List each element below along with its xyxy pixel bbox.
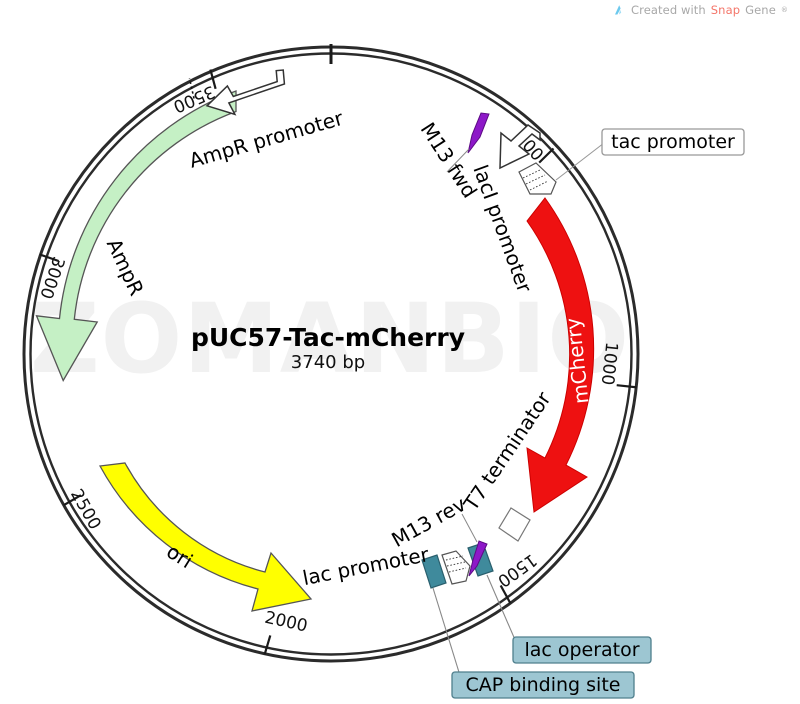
snapgene-credit: Created with Snap Gene ® bbox=[612, 3, 788, 17]
ruler-tick-label-2500: 2500 bbox=[66, 486, 105, 534]
feature-lac-operator-label: lac operator bbox=[524, 639, 639, 661]
feature-m13-fwd[interactable]: M13 fwd bbox=[416, 112, 490, 202]
feature-lac-operator[interactable]: lac operator bbox=[467, 542, 652, 664]
credit-brand-gene: Gene bbox=[745, 3, 776, 17]
feature-m13-fwd-label: M13 fwd bbox=[416, 118, 482, 202]
feature-tac-promoter-label: tac promoter bbox=[611, 131, 735, 153]
plasmid-size: 3740 bp bbox=[291, 352, 365, 373]
plasmid-center-label: pUC57-Tac-mCherry 3740 bp bbox=[191, 323, 465, 373]
ruler-tick-1000: 1000 bbox=[597, 341, 637, 389]
feature-lac-promoter-label: lac promoter bbox=[301, 542, 432, 590]
feature-ori[interactable]: ori bbox=[98, 462, 313, 612]
credit-registered-mark: ® bbox=[780, 6, 788, 14]
credit-brand-snap: Snap bbox=[710, 3, 741, 17]
ruler-tick-label-2000: 2000 bbox=[263, 608, 310, 637]
snapgene-logo-icon bbox=[615, 5, 622, 15]
feature-cap-binding-site[interactable]: CAP binding site bbox=[421, 554, 635, 699]
feature-tac-promoter[interactable]: tac promoter bbox=[518, 128, 745, 195]
feature-m13-rev-label: M13 rev bbox=[387, 492, 470, 552]
plasmid-name: pUC57-Tac-mCherry bbox=[191, 323, 465, 352]
feature-tac-promoter-callout[interactable]: tac promoter bbox=[601, 128, 745, 156]
watermark-text: ZOMANBIO bbox=[30, 283, 630, 395]
feature-cap-binding-site-label: CAP binding site bbox=[466, 674, 621, 696]
ruler-tick-2500: 2500 bbox=[63, 486, 105, 534]
feature-cap-binding-site-callout[interactable]: CAP binding site bbox=[451, 671, 635, 699]
ruler-tick-label-1000: 1000 bbox=[597, 341, 622, 386]
feature-lac-operator-callout[interactable]: lac operator bbox=[512, 636, 652, 664]
credit-prefix: Created with bbox=[631, 3, 706, 17]
